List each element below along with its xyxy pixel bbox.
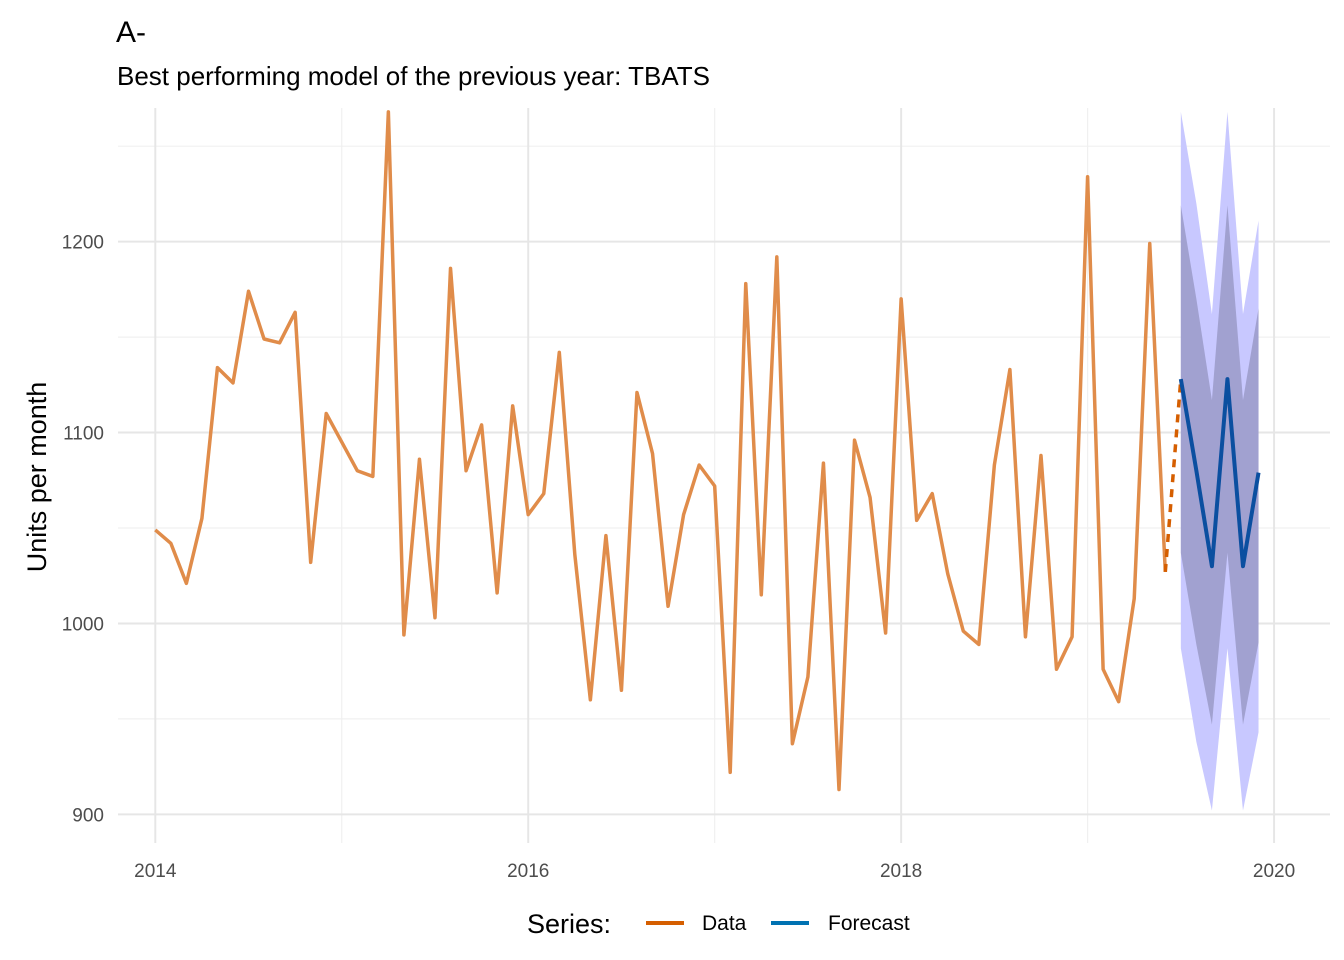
y-axis: 900 1000 1100 1200 [62,233,104,827]
legend-label-data: Data [702,912,747,935]
chart-subtitle: Best performing model of the previous ye… [117,61,710,91]
x-tick-label: 2014 [134,861,177,882]
x-tick-label: 2020 [1253,861,1295,882]
grid-lines [118,108,1330,843]
x-tick-label: 2016 [507,861,549,882]
y-axis-label: Units per month [22,382,52,573]
data-series-line [154,110,1168,792]
data-to-forecast-connector [1163,378,1183,573]
chart-title: A- [116,16,146,49]
y-tick-label: 1100 [63,424,104,445]
legend-title: Series: [527,909,611,939]
y-tick-label: 900 [72,805,104,826]
legend-label-forecast: Forecast [828,912,910,935]
x-tick-label: 2018 [880,861,922,882]
forecast-series-line [1178,377,1261,569]
legend: Series: Data Forecast [527,909,910,939]
series-lines [154,110,1261,792]
y-tick-label: 1000 [62,614,104,635]
y-tick-label: 1200 [62,233,104,254]
x-axis: 2014 2016 2018 2020 [134,861,1295,882]
